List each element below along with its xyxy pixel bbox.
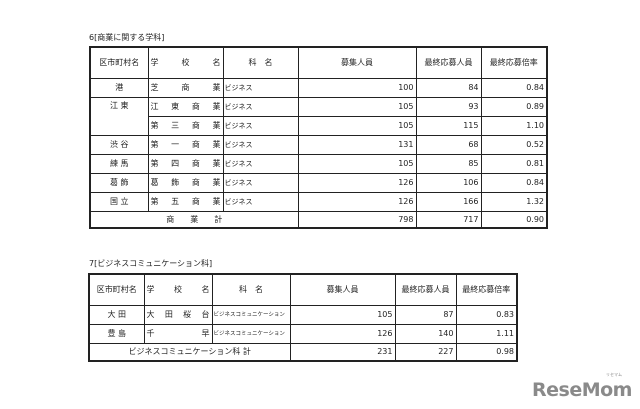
ward-cell: 国 立: [89, 192, 149, 212]
header-applicants: 最終応募人員: [394, 273, 457, 306]
table-row: 国 立 第五商業 ビジネス 126 166 1.32: [89, 192, 548, 212]
table-row: 豊 島 千早 ビジネスコミュニケーション 126 140 1.11: [88, 324, 518, 344]
ratio-cell: 1.32: [480, 192, 548, 212]
capacity-cell: 126: [297, 173, 417, 193]
applicants-cell: 106: [415, 173, 482, 193]
ward-cell: 豊 島: [88, 324, 145, 344]
ward-cell: 葛 飾: [89, 173, 149, 193]
business-communication-table: 区市町村名 学校名 科 名 募集人員 最終応募人員 最終応募倍率 大 田 大田桜…: [88, 273, 518, 362]
capacity-cell: 105: [289, 305, 396, 325]
applicants-cell: 115: [415, 116, 482, 136]
dept-cell: ビジネス: [222, 135, 299, 155]
total-capacity: 798: [297, 211, 417, 229]
header-capacity: 募集人員: [297, 46, 417, 79]
ratio-cell: 0.84: [480, 173, 548, 193]
ratio-cell: 0.89: [480, 97, 548, 117]
applicants-cell: 87: [394, 305, 457, 325]
header-dept: 科 名: [211, 273, 291, 306]
section-title-business-communication: 7[ビジネスコミュニケーション科]: [89, 259, 213, 268]
capacity-cell: 126: [297, 192, 417, 212]
school-cell: 大田桜台: [143, 305, 213, 325]
resemom-logo: ReseMom: [532, 379, 632, 401]
school-cell: 第一商業: [147, 135, 224, 155]
header-capacity: 募集人員: [289, 273, 396, 306]
header-ward: 区市町村名: [88, 273, 145, 306]
header-ratio: 最終応募倍率: [480, 46, 548, 79]
section-title-commerce: 6[商業に関する学科]: [89, 33, 165, 42]
commerce-table: 区市町村名 学校名 科 名 募集人員 最終応募人員 最終応募倍率 港 芝商業 ビ…: [89, 46, 548, 229]
dept-cell: ビジネス: [222, 154, 299, 174]
header-row: 区市町村名 学校名 科 名 募集人員 最終応募人員 最終応募倍率: [88, 273, 518, 306]
header-school: 学校名: [147, 46, 224, 79]
dept-cell: ビジネスコミュニケーション: [211, 324, 291, 344]
applicants-cell: 84: [415, 78, 482, 98]
school-cell: 千早: [143, 324, 213, 344]
table-row: 練 馬 第四商業 ビジネス 105 85 0.81: [89, 154, 548, 174]
capacity-cell: 131: [297, 135, 417, 155]
total-applicants: 717: [415, 211, 482, 229]
capacity-cell: 100: [297, 78, 417, 98]
ward-cell: 渋 谷: [89, 135, 149, 155]
header-ward: 区市町村名: [89, 46, 149, 79]
total-row: ビジネスコミュニケーション科 計 231 227 0.98: [88, 343, 518, 362]
total-label: ビジネスコミュニケーション科 計: [88, 343, 291, 362]
table-row: 葛 飾 葛飾商業 ビジネス 126 106 0.84: [89, 173, 548, 193]
header-row: 区市町村名 学校名 科 名 募集人員 最終応募人員 最終応募倍率: [89, 46, 548, 79]
total-ratio: 0.98: [455, 343, 518, 362]
ratio-cell: 0.81: [480, 154, 548, 174]
ratio-cell: 0.52: [480, 135, 548, 155]
header-school: 学校名: [143, 273, 213, 306]
resemom-logo-ruby: リセマム: [606, 372, 622, 377]
dept-cell: ビジネス: [222, 116, 299, 136]
ratio-cell: 1.11: [455, 324, 518, 344]
total-ratio: 0.90: [480, 211, 548, 229]
school-cell: 葛飾商業: [147, 173, 224, 193]
table-row: 渋 谷 第一商業 ビジネス 131 68 0.52: [89, 135, 548, 155]
school-cell: 第五商業: [147, 192, 224, 212]
dept-cell: ビジネス: [222, 78, 299, 98]
applicants-cell: 93: [415, 97, 482, 117]
applicants-cell: 68: [415, 135, 482, 155]
ratio-cell: 0.84: [480, 78, 548, 98]
header-applicants: 最終応募人員: [415, 46, 482, 79]
school-cell: 江東商業: [147, 97, 224, 117]
ratio-cell: 0.83: [455, 305, 518, 325]
table-row: 江 東 江東商業 ビジネス 105 93 0.89: [89, 97, 548, 136]
ward-cell: 江 東: [89, 97, 149, 136]
header-ratio: 最終応募倍率: [455, 273, 518, 306]
header-dept: 科 名: [222, 46, 299, 79]
total-label: 商 業 計: [89, 211, 299, 229]
ward-cell: 港: [89, 78, 149, 98]
school-cell: 第四商業: [147, 154, 224, 174]
table-row: 港 芝商業 ビジネス 100 84 0.84: [89, 78, 548, 98]
table-row: 大 田 大田桜台 ビジネスコミュニケーション 105 87 0.83: [88, 305, 518, 325]
school-cell: 芝商業: [147, 78, 224, 98]
school-cell: 第三商業: [147, 116, 224, 136]
total-capacity: 231: [289, 343, 396, 362]
total-applicants: 227: [394, 343, 457, 362]
applicants-cell: 140: [394, 324, 457, 344]
ward-cell: 大 田: [88, 305, 145, 325]
dept-cell: ビジネス: [222, 173, 299, 193]
capacity-cell: 105: [297, 154, 417, 174]
capacity-cell: 105: [297, 116, 417, 136]
applicants-cell: 166: [415, 192, 482, 212]
capacity-cell: 105: [297, 97, 417, 117]
ratio-cell: 1.10: [480, 116, 548, 136]
applicants-cell: 85: [415, 154, 482, 174]
dept-cell: ビジネスコミュニケーション: [211, 305, 291, 325]
total-row: 商 業 計 798 717 0.90: [89, 211, 548, 229]
ward-cell: 練 馬: [89, 154, 149, 174]
capacity-cell: 126: [289, 324, 396, 344]
table-row: 第三商業 ビジネス 105 115 1.10: [90, 116, 548, 136]
dept-cell: ビジネス: [222, 97, 299, 117]
dept-cell: ビジネス: [222, 192, 299, 212]
